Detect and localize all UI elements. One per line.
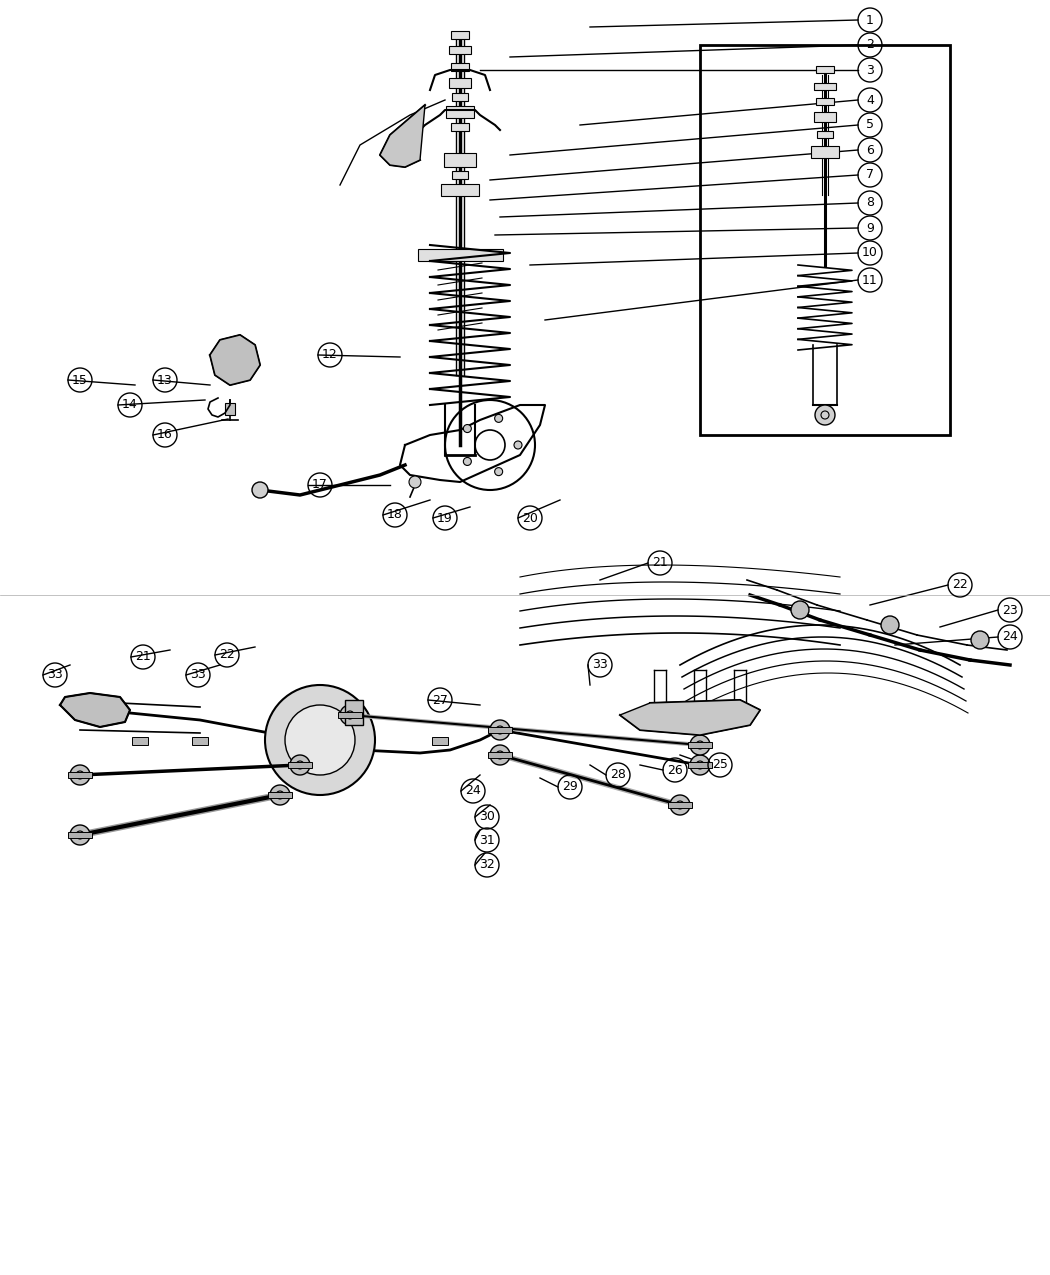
- Text: 28: 28: [610, 769, 626, 782]
- Text: 26: 26: [667, 764, 682, 776]
- Circle shape: [340, 705, 360, 725]
- Bar: [488, 752, 512, 759]
- Bar: [449, 78, 471, 88]
- Circle shape: [690, 755, 710, 775]
- Bar: [688, 762, 712, 768]
- Bar: [132, 737, 148, 745]
- Polygon shape: [210, 335, 260, 385]
- Circle shape: [815, 405, 835, 425]
- Circle shape: [285, 705, 355, 775]
- Bar: [268, 792, 292, 798]
- Bar: [452, 62, 469, 71]
- Circle shape: [290, 755, 310, 775]
- Text: 24: 24: [1002, 631, 1017, 644]
- Bar: [338, 711, 362, 718]
- Bar: [446, 106, 474, 119]
- Text: 1: 1: [866, 14, 874, 27]
- Bar: [444, 153, 476, 167]
- Bar: [452, 93, 468, 101]
- Circle shape: [514, 441, 522, 449]
- Circle shape: [495, 414, 503, 422]
- Bar: [700, 45, 950, 435]
- Text: 29: 29: [562, 780, 578, 793]
- Circle shape: [463, 458, 471, 465]
- Bar: [449, 46, 471, 54]
- Polygon shape: [620, 700, 760, 734]
- Text: 2: 2: [866, 38, 874, 51]
- Text: 13: 13: [158, 374, 173, 386]
- Text: 12: 12: [322, 348, 338, 362]
- Polygon shape: [380, 105, 425, 167]
- Text: 33: 33: [592, 658, 608, 672]
- Bar: [452, 122, 469, 131]
- Polygon shape: [60, 694, 130, 727]
- Bar: [816, 98, 834, 105]
- Text: 33: 33: [190, 668, 206, 682]
- Bar: [668, 802, 692, 808]
- Bar: [814, 112, 836, 122]
- Text: 10: 10: [862, 246, 878, 260]
- Circle shape: [70, 825, 90, 845]
- Text: 23: 23: [1002, 603, 1017, 617]
- Circle shape: [265, 685, 375, 796]
- Text: 25: 25: [712, 759, 728, 771]
- Bar: [441, 184, 479, 196]
- Bar: [816, 66, 834, 73]
- Text: 22: 22: [952, 579, 968, 592]
- Circle shape: [670, 796, 690, 815]
- Text: 30: 30: [479, 811, 495, 824]
- Text: 17: 17: [312, 478, 328, 491]
- Circle shape: [495, 468, 503, 476]
- Bar: [345, 700, 363, 725]
- Circle shape: [270, 785, 290, 805]
- Circle shape: [791, 601, 808, 618]
- Text: 11: 11: [862, 274, 878, 287]
- Text: 15: 15: [72, 374, 88, 386]
- Bar: [817, 131, 833, 138]
- Text: 9: 9: [866, 222, 874, 235]
- Text: 8: 8: [866, 196, 874, 209]
- Text: 4: 4: [866, 93, 874, 107]
- Bar: [452, 31, 469, 40]
- Bar: [288, 762, 312, 768]
- Text: 22: 22: [219, 649, 235, 662]
- Circle shape: [252, 482, 268, 499]
- Bar: [488, 727, 512, 733]
- Text: 21: 21: [652, 556, 668, 570]
- Text: 5: 5: [866, 119, 874, 131]
- Text: 20: 20: [522, 511, 538, 524]
- Bar: [811, 147, 839, 158]
- Bar: [452, 171, 468, 179]
- Circle shape: [410, 476, 421, 488]
- Circle shape: [490, 720, 510, 739]
- Text: 16: 16: [158, 428, 173, 441]
- Bar: [192, 737, 208, 745]
- Text: 21: 21: [135, 650, 151, 663]
- Bar: [418, 249, 503, 261]
- Bar: [432, 737, 448, 745]
- Circle shape: [490, 745, 510, 765]
- Circle shape: [690, 734, 710, 755]
- Bar: [814, 83, 836, 91]
- Text: 32: 32: [479, 858, 495, 872]
- Circle shape: [881, 616, 899, 634]
- Bar: [225, 403, 235, 414]
- Text: 19: 19: [437, 511, 453, 524]
- Circle shape: [971, 631, 989, 649]
- Text: 18: 18: [387, 509, 403, 521]
- Text: 3: 3: [866, 64, 874, 76]
- Bar: [688, 742, 712, 748]
- Bar: [68, 833, 92, 838]
- Circle shape: [463, 425, 471, 432]
- Bar: [68, 771, 92, 778]
- Text: 14: 14: [122, 399, 138, 412]
- Text: 7: 7: [866, 168, 874, 181]
- Text: 27: 27: [432, 694, 448, 706]
- Text: 33: 33: [47, 668, 63, 682]
- Circle shape: [70, 765, 90, 785]
- Text: 31: 31: [479, 834, 495, 847]
- Text: 6: 6: [866, 144, 874, 157]
- Text: 24: 24: [465, 784, 481, 797]
